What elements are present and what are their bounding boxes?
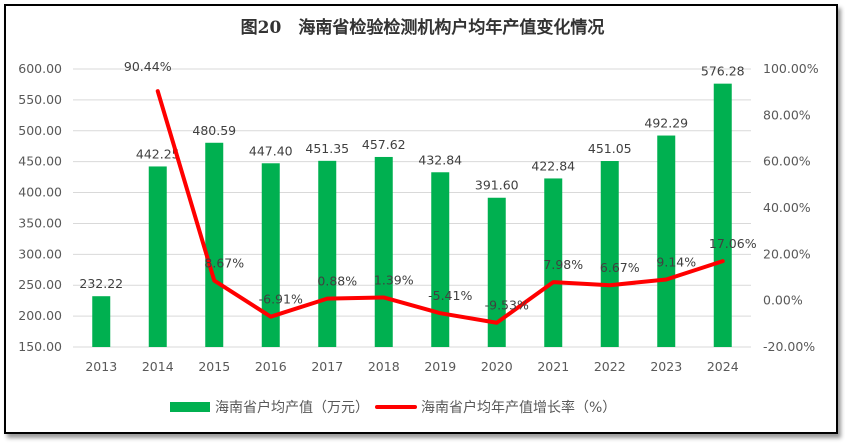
bar	[487, 197, 506, 347]
y-right-tick-label: 60.00%	[763, 154, 811, 169]
chart-frame	[4, 4, 838, 434]
bar-data-label: 391.60	[475, 178, 519, 193]
bar-data-label: 442.25	[136, 146, 180, 161]
legend-swatch-bar	[170, 402, 210, 412]
line-data-label: 9.14%	[656, 254, 696, 269]
bar-data-label: 492.29	[644, 116, 688, 131]
bar-data-label: 432.84	[418, 152, 462, 167]
line-data-label: -5.41%	[428, 288, 472, 303]
line-data-label: 0.88%	[317, 274, 357, 289]
y-right-tick-label: 0.00%	[763, 293, 803, 308]
y-left-tick-label: 200.00	[18, 308, 62, 323]
x-tick-label: 2014	[142, 359, 174, 374]
y-left-tick-label: 600.00	[18, 61, 62, 76]
bar	[318, 160, 337, 347]
y-left-tick-label: 500.00	[18, 123, 62, 138]
y-left-tick-label: 250.00	[18, 277, 62, 292]
bar	[544, 178, 563, 347]
line-data-label: 8.67%	[204, 256, 244, 271]
line-data-label: -6.91%	[259, 292, 303, 307]
bar-data-label: 447.40	[249, 143, 293, 158]
x-tick-label: 2017	[311, 359, 343, 374]
legend-label-line: 海南省户均年产值增长率（%）	[421, 400, 617, 416]
y-right-tick-label: 100.00%	[763, 61, 819, 76]
legend: 海南省户均产值（万元） 海南省户均年产值增长率（%）	[170, 397, 616, 417]
chart-title: 图20 海南省检验检测机构户均年产值变化情况	[240, 18, 605, 38]
bar	[92, 296, 111, 347]
y-right-tick-label: -20.00%	[763, 339, 815, 354]
bar	[148, 166, 167, 347]
bar-data-label: 480.59	[192, 123, 236, 138]
bar-data-label: 457.62	[362, 137, 406, 152]
y-right-tick-label: 20.00%	[763, 246, 811, 261]
x-tick-label: 2021	[537, 359, 569, 374]
y-left-tick-label: 150.00	[18, 339, 62, 354]
bar	[431, 172, 450, 347]
x-tick-label: 2013	[85, 359, 117, 374]
y-right-tick-label: 80.00%	[763, 107, 811, 122]
bar-data-label: 576.28	[701, 64, 745, 79]
bar-data-label: 422.84	[531, 158, 575, 173]
bar	[205, 142, 224, 347]
line-data-label: 17.06%	[709, 236, 757, 251]
y-left-tick-label: 350.00	[18, 215, 62, 230]
bar	[261, 163, 280, 347]
y-left-tick-label: 550.00	[18, 92, 62, 107]
y-right-tick-label: 40.00%	[763, 200, 811, 215]
x-tick-label: 2024	[707, 359, 739, 374]
bar	[657, 135, 676, 347]
legend-label-bar: 海南省户均产值（万元）	[215, 400, 369, 416]
x-tick-label: 2023	[650, 359, 682, 374]
legend-swatch-line	[375, 405, 417, 409]
x-tick-label: 2020	[481, 359, 513, 374]
line-data-label: 1.39%	[374, 272, 414, 287]
bar	[374, 156, 393, 347]
y-left-tick-label: 300.00	[18, 246, 62, 261]
bar-data-label: 451.35	[305, 141, 349, 156]
bar	[713, 83, 732, 347]
bar-data-label: 451.05	[588, 141, 632, 156]
line-data-label: 7.98%	[543, 257, 583, 272]
line-data-label: -9.53%	[485, 298, 529, 313]
x-tick-label: 2019	[424, 359, 456, 374]
x-tick-label: 2018	[368, 359, 400, 374]
y-left-tick-label: 400.00	[18, 185, 62, 200]
line-data-label: 6.67%	[600, 260, 640, 275]
bar-data-label: 232.22	[79, 276, 123, 291]
x-tick-label: 2022	[594, 359, 626, 374]
y-left-tick-label: 450.00	[18, 154, 62, 169]
bar	[600, 161, 619, 347]
x-tick-label: 2016	[255, 359, 287, 374]
line-data-label: 90.44%	[124, 59, 172, 74]
x-tick-label: 2015	[198, 359, 230, 374]
